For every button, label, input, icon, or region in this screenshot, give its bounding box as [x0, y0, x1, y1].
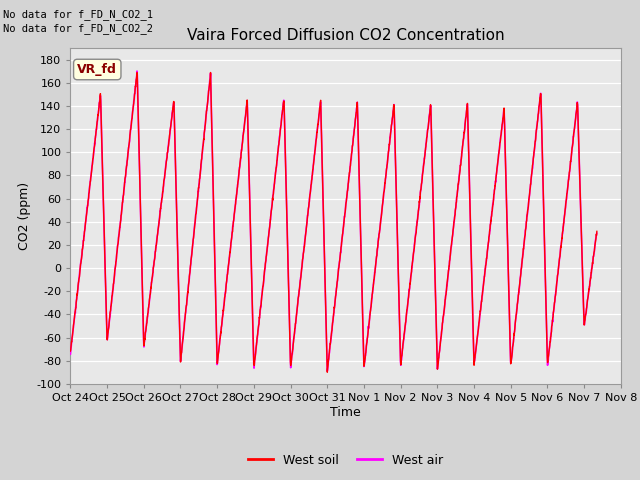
Text: No data for f_FD_N_CO2_2: No data for f_FD_N_CO2_2: [3, 23, 153, 34]
Text: VR_fd: VR_fd: [77, 63, 117, 76]
X-axis label: Time: Time: [330, 406, 361, 419]
Y-axis label: CO2 (ppm): CO2 (ppm): [18, 182, 31, 250]
Text: No data for f_FD_N_CO2_1: No data for f_FD_N_CO2_1: [3, 9, 153, 20]
Title: Vaira Forced Diffusion CO2 Concentration: Vaira Forced Diffusion CO2 Concentration: [187, 28, 504, 43]
Legend: West soil, West air: West soil, West air: [243, 449, 449, 472]
